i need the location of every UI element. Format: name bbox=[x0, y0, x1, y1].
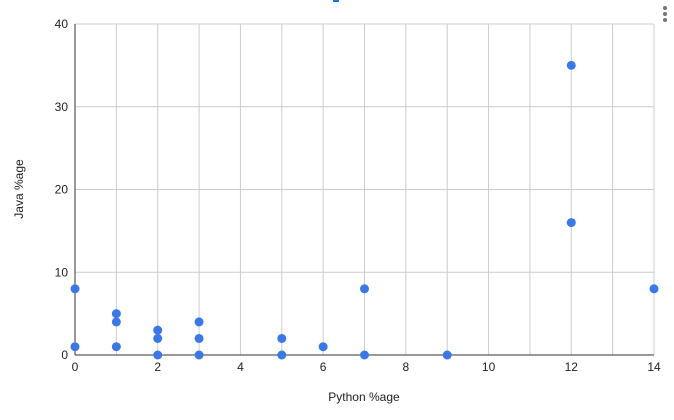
y-axis-title: Java %age bbox=[12, 159, 26, 219]
data-point bbox=[70, 284, 80, 294]
chart-menu-button[interactable] bbox=[660, 4, 670, 24]
more-vert-icon bbox=[663, 6, 667, 10]
data-point bbox=[318, 342, 328, 352]
tick-label-layer: 0 10 20 30 40 0 2 4 6 8 10 12 14 bbox=[55, 17, 661, 374]
y-tick-label: 0 bbox=[61, 348, 68, 362]
chart-top-marker bbox=[333, 0, 339, 2]
data-point bbox=[194, 350, 204, 360]
data-point bbox=[194, 333, 204, 343]
x-tick-label: 10 bbox=[482, 360, 496, 374]
data-point bbox=[360, 350, 369, 360]
grid-layer bbox=[75, 23, 655, 355]
data-point bbox=[153, 333, 163, 343]
x-tick-label: 14 bbox=[647, 360, 661, 374]
y-tick-label: 40 bbox=[55, 17, 69, 31]
y-tick-label: 30 bbox=[55, 100, 69, 114]
data-point bbox=[153, 325, 163, 335]
data-point bbox=[194, 317, 204, 327]
x-tick-label: 2 bbox=[154, 360, 161, 374]
data-point bbox=[566, 60, 576, 70]
data-point bbox=[153, 350, 163, 360]
x-tick-label: 4 bbox=[237, 360, 244, 374]
data-point bbox=[111, 342, 121, 352]
y-tick-label: 10 bbox=[55, 265, 69, 279]
x-axis-title: Python %age bbox=[328, 390, 400, 404]
more-vert-icon bbox=[663, 12, 667, 16]
x-tick-label: 0 bbox=[72, 360, 79, 374]
data-point bbox=[277, 350, 287, 360]
data-point bbox=[277, 333, 287, 343]
data-point-layer bbox=[70, 60, 659, 360]
data-point bbox=[442, 350, 452, 360]
data-point bbox=[649, 284, 659, 294]
data-point bbox=[111, 309, 121, 319]
data-point bbox=[70, 342, 80, 352]
data-point bbox=[566, 218, 576, 228]
x-tick-label: 12 bbox=[565, 360, 579, 374]
x-tick-label: 6 bbox=[320, 360, 327, 374]
data-point bbox=[111, 317, 121, 327]
y-tick-label: 20 bbox=[55, 183, 69, 197]
x-tick-label: 8 bbox=[403, 360, 410, 374]
more-vert-icon bbox=[663, 18, 667, 22]
data-point bbox=[360, 284, 369, 294]
